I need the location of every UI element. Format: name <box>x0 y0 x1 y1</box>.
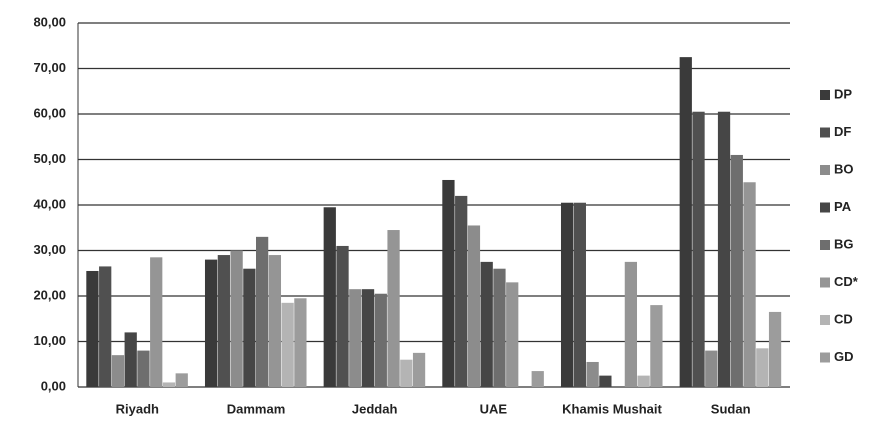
bar <box>586 361 599 387</box>
x-tick-label: Dammam <box>227 401 286 416</box>
bar <box>531 371 544 387</box>
bar <box>243 268 256 387</box>
legend-swatch <box>820 315 830 325</box>
bar <box>175 373 188 387</box>
bar <box>743 182 756 387</box>
bar <box>400 359 413 387</box>
bar <box>256 236 269 387</box>
legend-label: PA <box>834 199 852 214</box>
bar <box>624 261 638 387</box>
legend-label: BG <box>834 236 854 251</box>
legend-swatch <box>820 240 830 250</box>
y-tick-label: 40,00 <box>33 196 66 211</box>
bar <box>730 154 743 387</box>
bar <box>281 302 294 387</box>
bar <box>493 268 506 387</box>
bar <box>217 255 230 387</box>
x-tick-label: Khamis Mushait <box>562 401 662 416</box>
legend-label: CD <box>834 311 853 326</box>
bar <box>162 382 176 387</box>
y-tick-label: 0,00 <box>41 378 66 393</box>
bar <box>442 179 455 387</box>
bar <box>756 348 769 387</box>
legend-label: GD <box>834 349 854 364</box>
x-tick-label: UAE <box>480 401 508 416</box>
bar <box>506 282 519 387</box>
legend-swatch <box>820 202 830 213</box>
bar <box>387 230 400 387</box>
y-tick-label: 20,00 <box>33 287 66 302</box>
x-tick-label: Jeddah <box>352 401 398 416</box>
bar <box>679 57 692 387</box>
x-tick-label: Sudan <box>711 401 751 416</box>
bar <box>650 305 663 387</box>
y-tick-label: 80,00 <box>33 14 66 29</box>
bar <box>361 289 375 387</box>
bar <box>412 352 426 387</box>
legend-label: DP <box>834 86 852 101</box>
legend-swatch <box>820 165 830 175</box>
y-tick-label: 70,00 <box>33 60 66 75</box>
bar <box>111 355 125 387</box>
bar <box>768 311 782 387</box>
legend-swatch <box>820 127 830 138</box>
bar <box>137 350 150 387</box>
bar <box>637 375 650 387</box>
bar <box>717 111 731 387</box>
bar <box>467 225 481 387</box>
bar <box>560 202 574 387</box>
x-tick-label: Riyadh <box>116 401 159 416</box>
bar <box>150 257 163 387</box>
bar <box>480 261 493 387</box>
legend-label: DF <box>834 124 851 139</box>
bar <box>692 111 705 387</box>
bar <box>374 293 387 387</box>
bar <box>336 245 349 387</box>
bar <box>99 266 112 387</box>
legend-swatch <box>820 352 830 363</box>
y-tick-label: 10,00 <box>33 333 66 348</box>
y-tick-label: 30,00 <box>33 242 66 257</box>
bar <box>705 350 718 387</box>
legend-label: CD* <box>834 274 859 289</box>
y-tick-label: 50,00 <box>33 151 66 166</box>
bar <box>323 207 336 387</box>
bar <box>230 250 243 387</box>
bar <box>349 289 362 387</box>
bar <box>268 255 282 387</box>
legend-swatch <box>820 90 830 100</box>
bar <box>86 270 99 387</box>
bar <box>204 259 218 387</box>
bar <box>599 375 612 387</box>
bar <box>124 332 137 387</box>
bar <box>294 298 307 387</box>
bar <box>573 202 586 387</box>
bar <box>455 195 468 387</box>
legend-swatch <box>820 277 830 288</box>
y-tick-label: 60,00 <box>33 105 66 120</box>
legend-label: BO <box>834 161 854 176</box>
